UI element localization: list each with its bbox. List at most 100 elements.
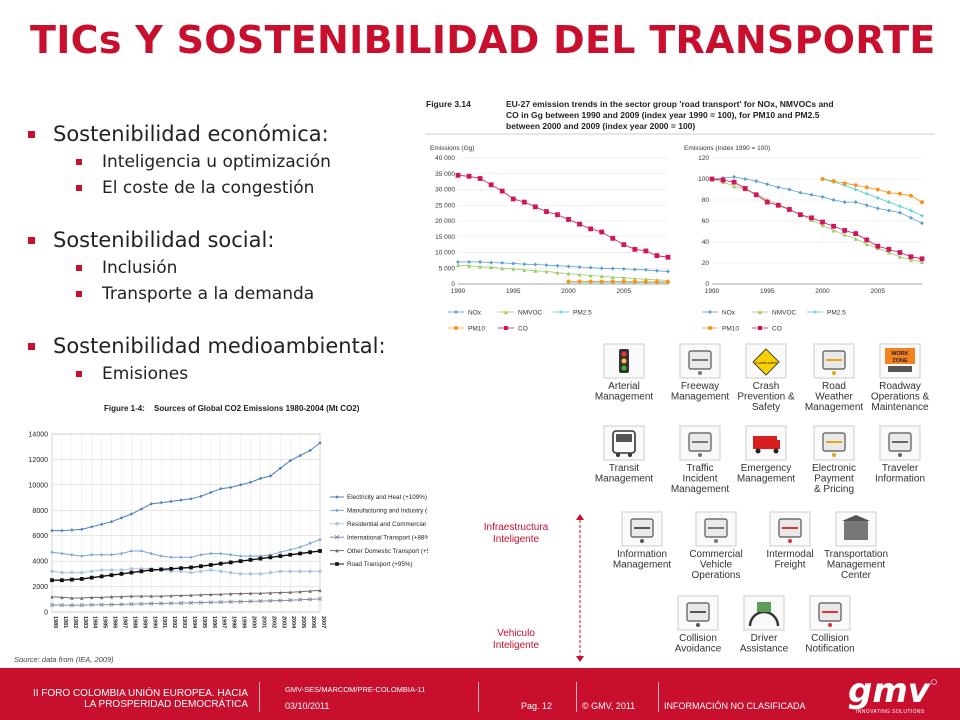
wheel: [628, 453, 632, 457]
wheel: [755, 448, 761, 454]
its-services-diagram: ArterialManagementFreewayManagementConst…: [484, 343, 930, 662]
data-point: [577, 272, 582, 277]
service-label: Management: [827, 560, 886, 571]
x-tick-label: 2007: [320, 616, 326, 628]
y-tick-label: 120: [698, 155, 709, 162]
legend-marker: [334, 534, 340, 540]
sub-bullet-label: Inteligencia u optimización: [102, 152, 331, 172]
sub-bullet: Inteligencia u optimización: [76, 152, 438, 172]
data-point: [489, 265, 494, 270]
data-point: [149, 594, 153, 598]
data-point: [248, 480, 253, 485]
data-point: [798, 212, 803, 218]
service-label: Management: [671, 392, 730, 403]
data-point: [248, 599, 253, 604]
data-point: [129, 570, 134, 575]
data-point: [149, 551, 153, 556]
legend-marker: [335, 508, 339, 513]
bullet-square-icon: [76, 291, 82, 297]
data-point: [897, 204, 902, 209]
data-point: [89, 602, 94, 607]
work-zone-sign-icon: [885, 348, 915, 364]
y-tick-label: 30 000: [435, 187, 455, 194]
y-tick-label: 40 000: [435, 155, 455, 162]
legend-label: NOx: [722, 310, 736, 317]
data-point: [189, 497, 193, 501]
y-tick-label: 25 000: [435, 202, 455, 209]
chart-emissions-gg: Emissions (Gg) 0 5 000 10 000 15 000 20 000 25…: [430, 145, 671, 333]
legend-label: PM10: [468, 326, 485, 333]
data-point: [544, 263, 549, 268]
data-point: [566, 279, 571, 284]
x-tick-label: 1998: [231, 616, 237, 628]
data-point: [268, 555, 273, 560]
data-point: [199, 593, 203, 597]
infrastructure-label: Infraestructura Inteligente: [484, 522, 549, 545]
data-point: [90, 595, 94, 600]
service-label: Collision: [679, 633, 717, 644]
footer-divider: [259, 682, 260, 712]
data-point: [754, 179, 759, 184]
data-point: [842, 228, 848, 233]
legend-label: International Transport (+88%): [347, 534, 428, 541]
data-point: [189, 593, 193, 597]
data-point: [908, 254, 914, 260]
data-point: [908, 257, 913, 262]
data-point: [129, 594, 134, 598]
data-point: [119, 595, 124, 599]
data-point: [489, 260, 494, 265]
data-point: [610, 266, 615, 271]
data-point: [317, 596, 323, 602]
gmv-logo: gmv INNOVATING SOLUTIONS: [848, 676, 937, 715]
sub-bullet-label: Transporte a la demanda: [102, 284, 315, 304]
data-point: [238, 554, 243, 558]
chart-co2-sources: 0 2000 4000 6000 8000 10000 12000 14000 1980 1981…: [29, 432, 428, 630]
data-point: [577, 279, 582, 284]
data-point: [278, 554, 283, 558]
y-tick-label: 0: [705, 281, 709, 288]
data-point: [643, 279, 648, 284]
y-tick-label: 12000: [29, 457, 49, 464]
data-point: [50, 595, 54, 599]
y-tick-label: 6000: [32, 533, 48, 540]
y-tick-label: 20: [702, 260, 710, 267]
service-label: Notification: [805, 644, 854, 655]
data-point: [238, 599, 243, 604]
service-glyph-dot: [698, 371, 702, 375]
footer-page-number: Pag. 12: [521, 701, 553, 711]
data-point: [208, 600, 213, 605]
legend-marker: [335, 522, 339, 526]
data-point: [588, 273, 593, 278]
data-point: [478, 259, 483, 264]
data-point: [298, 453, 302, 458]
data-point: [908, 208, 913, 213]
data-point: [169, 499, 173, 504]
service-label: Road: [822, 381, 846, 392]
data-point: [621, 242, 627, 248]
data-point: [521, 199, 527, 205]
x-tick-label: 1994: [191, 616, 197, 629]
data-point: [511, 261, 516, 266]
svg-text:gmv: gmv: [848, 676, 932, 711]
arrow-down-icon: [576, 656, 584, 662]
service-label: & Pricing: [814, 484, 854, 495]
y-tick-label: 10000: [29, 482, 49, 489]
service-glyph-dot: [832, 453, 836, 457]
x-tick-label: 1997: [221, 616, 227, 628]
data-point: [80, 570, 84, 575]
x-tick-label: 1983: [82, 616, 88, 628]
data-point: [809, 192, 814, 197]
x-tick-label: 1990: [451, 288, 466, 295]
figure-3-14: Figure 3.14 EU-27 emission trends in the…: [426, 99, 934, 333]
data-point: [643, 267, 648, 272]
footer-divider: [658, 682, 659, 712]
wheel: [616, 453, 620, 457]
data-point: [632, 279, 637, 284]
data-point: [820, 177, 825, 181]
y-tick-label: 40: [702, 239, 710, 246]
series-line-nox: [458, 261, 669, 272]
bullet-square-icon: [76, 185, 82, 191]
service-label: Vehicle: [700, 560, 733, 571]
data-point: [308, 550, 312, 555]
x-tick-label: 2005: [617, 288, 632, 295]
